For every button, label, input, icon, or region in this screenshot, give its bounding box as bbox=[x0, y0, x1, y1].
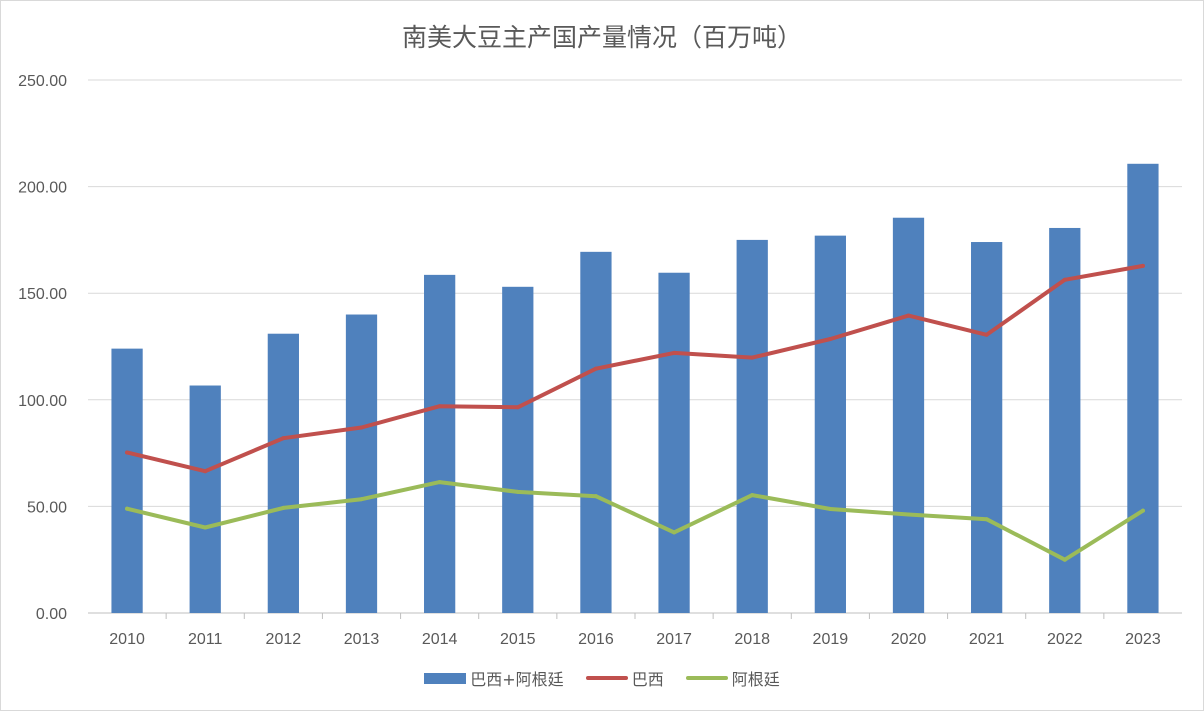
legend-swatch-argentina bbox=[685, 676, 728, 680]
y-axis-ticks: 0.00 50.00 100.00 150.00 200.00 250.00 bbox=[18, 73, 67, 623]
line-point bbox=[125, 506, 130, 511]
line-point bbox=[984, 332, 989, 337]
line-point bbox=[1140, 508, 1145, 513]
line-series bbox=[125, 263, 1145, 562]
y-tick-label: 200.00 bbox=[18, 180, 67, 197]
line-point bbox=[750, 493, 755, 498]
line-point bbox=[828, 506, 833, 511]
line-point bbox=[359, 425, 364, 430]
legend-item-brazil: 巴西 bbox=[585, 666, 664, 690]
x-tick-label: 2015 bbox=[500, 631, 536, 648]
gridlines bbox=[88, 79, 1182, 619]
bar-2023 bbox=[1127, 163, 1159, 613]
x-tick-label: 2014 bbox=[422, 631, 458, 648]
y-tick-label: 50.00 bbox=[27, 499, 67, 516]
y-tick-label: 250.00 bbox=[18, 73, 67, 90]
line-point bbox=[437, 480, 442, 485]
x-tick-label: 2012 bbox=[266, 631, 302, 648]
bar-2015 bbox=[502, 286, 534, 613]
x-tick-label: 2016 bbox=[578, 631, 614, 648]
bar-2014 bbox=[424, 274, 456, 613]
legend-swatch-brazil bbox=[585, 676, 628, 680]
legend-label-combined: 巴西+阿根廷 bbox=[470, 670, 564, 689]
line-point bbox=[281, 505, 286, 510]
line-point bbox=[515, 405, 520, 410]
x-tick-label: 2022 bbox=[1047, 631, 1083, 648]
x-tick-label: 2011 bbox=[188, 631, 223, 648]
x-tick-label: 2017 bbox=[656, 631, 692, 648]
line-point bbox=[1062, 277, 1067, 282]
x-tick-label: 2023 bbox=[1125, 631, 1161, 648]
bar-2019 bbox=[814, 235, 846, 614]
bar-2018 bbox=[736, 239, 768, 613]
line-point bbox=[359, 497, 364, 502]
x-tick-label: 2020 bbox=[891, 631, 927, 648]
bar-2021 bbox=[971, 242, 1003, 614]
line-series-1 bbox=[125, 263, 1145, 474]
line-point bbox=[203, 469, 208, 474]
x-tick-label: 2021 bbox=[969, 631, 1005, 648]
line-point bbox=[281, 436, 286, 441]
line-point bbox=[828, 337, 833, 342]
y-tick-label: 0.00 bbox=[36, 606, 67, 623]
line-point bbox=[593, 366, 598, 371]
line-point bbox=[515, 489, 520, 494]
y-tick-label: 150.00 bbox=[18, 286, 67, 303]
line-point bbox=[984, 517, 989, 522]
line-point bbox=[672, 530, 677, 535]
bar-series bbox=[111, 163, 1159, 614]
bar-2011 bbox=[189, 385, 221, 613]
bar-2016 bbox=[580, 251, 612, 613]
line-point bbox=[1140, 263, 1145, 268]
y-tick-label: 100.00 bbox=[18, 393, 67, 410]
bar-2012 bbox=[267, 333, 299, 613]
line-point bbox=[906, 313, 911, 318]
bar-2013 bbox=[345, 314, 378, 613]
line-point bbox=[437, 404, 442, 409]
line-point bbox=[1062, 557, 1067, 562]
legend-label-brazil: 巴西 bbox=[631, 670, 664, 689]
legend-label-argentina: 阿根廷 bbox=[731, 670, 780, 689]
line-point bbox=[906, 512, 911, 517]
bar-2017 bbox=[658, 272, 690, 613]
x-axis-ticks: 2010 2011 2012 2013 2014 2015 2016 2017 2018 2019… bbox=[109, 631, 1161, 648]
x-tick-label: 2018 bbox=[734, 631, 770, 648]
line-point bbox=[672, 350, 677, 355]
bar-2010 bbox=[111, 348, 143, 613]
line-point bbox=[125, 450, 130, 455]
x-tick-label: 2010 bbox=[109, 631, 145, 648]
legend-item-argentina: 阿根廷 bbox=[685, 666, 780, 690]
bar-2020 bbox=[892, 217, 925, 613]
legend-swatch-combined bbox=[424, 672, 467, 684]
line-point bbox=[203, 525, 208, 530]
chart-title: 南美大豆主产国产量情况（百万吨） bbox=[401, 23, 802, 52]
x-tick-label: 2019 bbox=[813, 631, 849, 648]
bar-2022 bbox=[1049, 227, 1081, 613]
line-series-2 bbox=[125, 480, 1145, 562]
legend-item-combined: 巴西+阿根廷 bbox=[424, 666, 564, 690]
legend: 巴西+阿根廷 巴西 阿根廷 bbox=[0, 666, 1204, 690]
x-tick-label: 2013 bbox=[344, 631, 380, 648]
line-point bbox=[593, 494, 598, 499]
line-point bbox=[750, 355, 755, 360]
